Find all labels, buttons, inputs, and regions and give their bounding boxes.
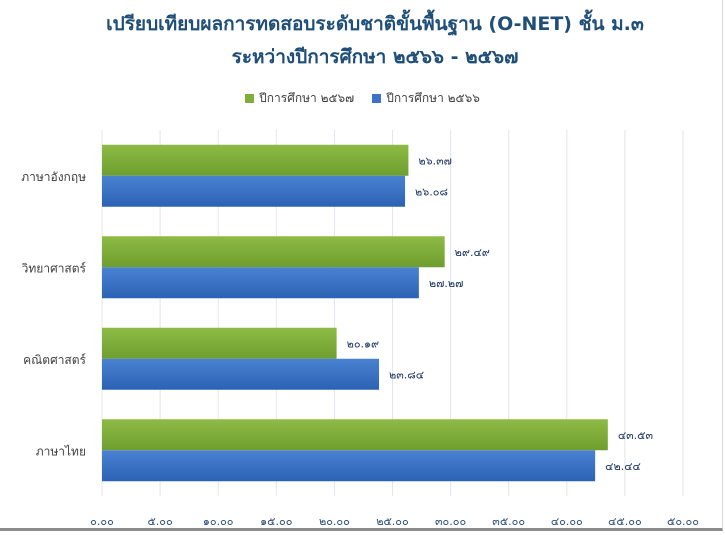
x-tick-label-2: ๑๐.๐๐: [203, 515, 234, 528]
x-tick-label-10: ๕๐.๐๐: [667, 515, 699, 528]
bar-s0-c2: [102, 327, 337, 359]
x-tick-label-0: ๐.๐๐: [90, 515, 114, 528]
data-label-s0-c3: ๔๓.๕๓: [618, 429, 653, 442]
category-label-1: วิทยาศาสตร์: [21, 261, 86, 275]
bar-s1-c3: [102, 450, 596, 482]
legend-swatch-2567: [245, 94, 255, 103]
bar-s1-c0: [102, 175, 406, 207]
data-label-s0-c1: ๒๙.๔๙: [455, 246, 490, 259]
chart-title: เปรียบเทียบผลการทดสอบระดับชาติขั้นพื้นฐา…: [106, 13, 644, 35]
category-label-3: ภาษาไทย: [36, 444, 86, 458]
category-label-0: ภาษาอังกฤษ: [21, 170, 86, 184]
legend-item-2566: ปีการศึกษา ๒๕๖๖: [372, 89, 480, 108]
data-label-s0-c0: ๒๖.๓๗: [418, 154, 452, 167]
bar-s0-c1: [102, 236, 445, 268]
data-label-s0-c2: ๒๐.๑๙: [347, 337, 380, 350]
legend-label-2566: ปีการศึกษา ๒๕๖๖: [386, 91, 480, 105]
x-tick-label-9: ๔๕.๐๐: [608, 515, 642, 528]
x-tick-label-1: ๕.๐๐: [147, 515, 172, 528]
x-tick-label-8: ๔๐.๐๐: [551, 515, 583, 528]
x-tick-label-5: ๒๕.๐๐: [376, 515, 409, 528]
x-tick-label-3: ๑๕.๐๐: [260, 515, 292, 528]
chart-subtitle: ระหว่างปีการศึกษา ๒๕๖๖ - ๒๕๖๗: [231, 46, 519, 68]
data-label-s1-c1: ๒๗.๒๗: [429, 277, 464, 290]
x-tick-label-6: ๓๐.๐๐: [435, 515, 466, 528]
legend-item-2567: ปีการศึกษา ๒๕๖๗: [245, 89, 354, 108]
category-label-2: คณิตศาสตร์: [23, 353, 86, 367]
legend: ปีการศึกษา ๒๕๖๗ ปีการศึกษา ๒๕๖๖: [0, 89, 725, 108]
legend-swatch-2566: [372, 94, 382, 103]
data-label-s1-c0: ๒๖.๐๘: [415, 185, 448, 198]
x-tick-label-4: ๒๐.๐๐: [319, 515, 350, 528]
x-tick-label-7: ๓๕.๐๐: [492, 515, 525, 528]
bar-s1-c1: [102, 267, 419, 299]
bar-s0-c3: [102, 419, 608, 451]
bar-s1-c2: [102, 358, 380, 390]
bar-s0-c0: [102, 144, 409, 176]
data-label-s1-c3: ๔๒.๔๔: [605, 460, 641, 473]
data-label-s1-c2: ๒๓.๘๔: [389, 368, 424, 381]
legend-label-2567: ปีการศึกษา ๒๕๖๗: [259, 91, 355, 105]
